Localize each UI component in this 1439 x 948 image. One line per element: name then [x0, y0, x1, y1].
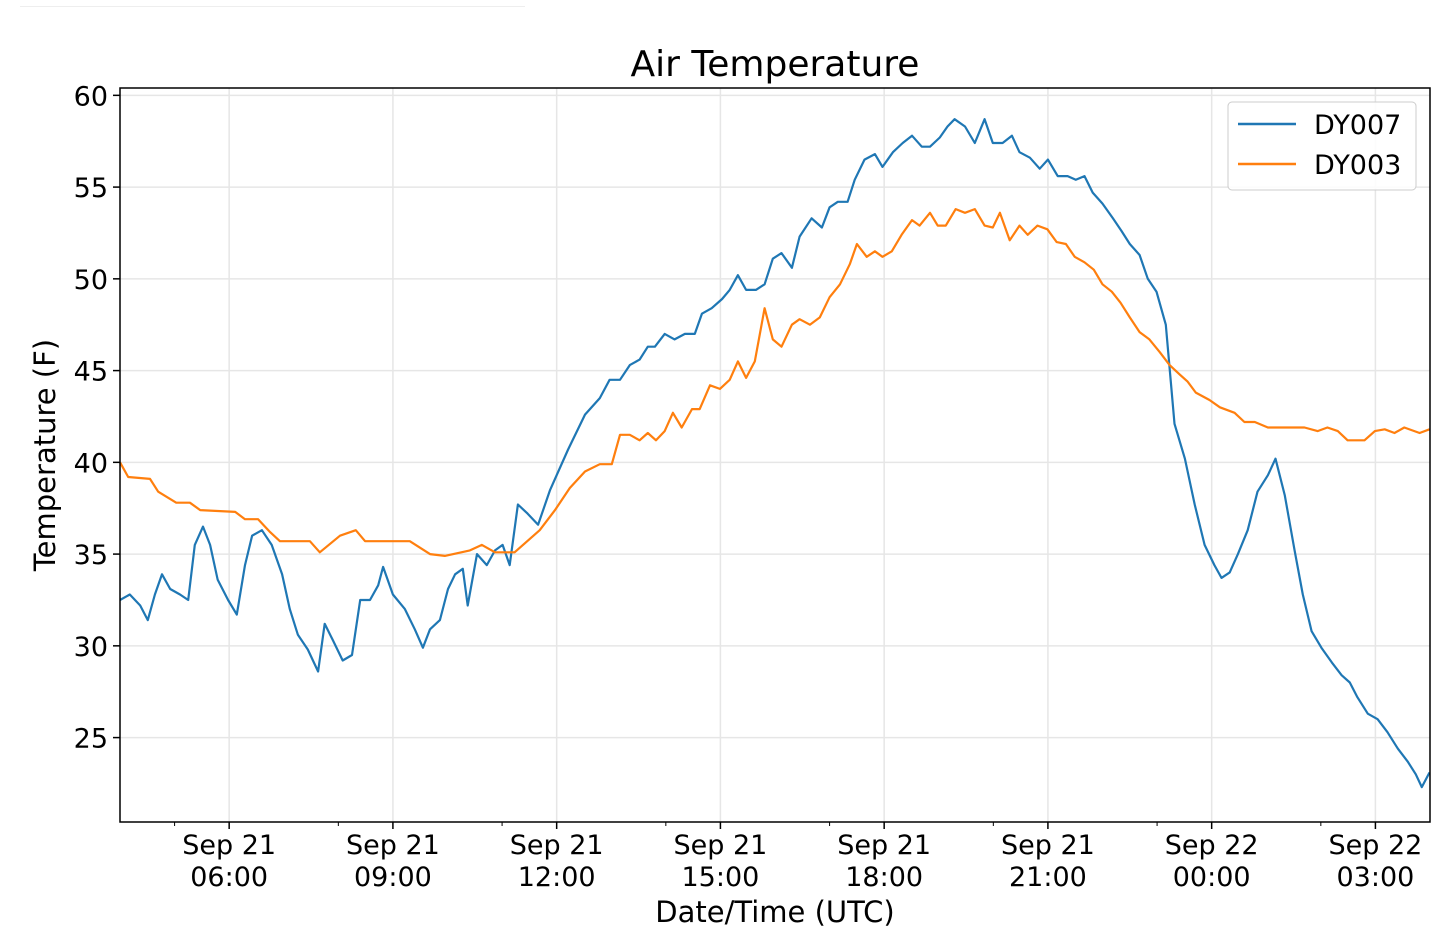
x-tick-label-time: 03:00 [1337, 862, 1415, 893]
x-axis-label: Date/Time (UTC) [655, 895, 894, 929]
x-tick-label-date: Sep 21 [837, 830, 931, 861]
y-tick-label: 55 [74, 173, 108, 204]
x-tick-label-date: Sep 21 [674, 830, 768, 861]
plot-frame [119, 87, 1431, 823]
y-axis: 25 30 35 40 45 50 55 60 [74, 81, 120, 755]
y-tick-label: 30 [74, 632, 108, 663]
x-tick-label-time: 09:00 [354, 862, 432, 893]
y-tick-label: 25 [74, 724, 108, 755]
x-tick-label-time: 00:00 [1173, 862, 1251, 893]
x-tick-label-time: 15:00 [682, 862, 760, 893]
x-tick-label-date: Sep 22 [1165, 830, 1259, 861]
y-tick-label: 45 [74, 357, 108, 388]
series-line-dy007 [119, 118, 1431, 789]
y-tick-label: 40 [74, 448, 108, 479]
x-tick-label-date: Sep 21 [510, 830, 604, 861]
grid-lines [120, 88, 1430, 822]
y-tick-label: 50 [74, 265, 108, 296]
top-divider [20, 6, 525, 7]
x-tick-label-date: Sep 21 [182, 830, 276, 861]
legend: DY007 DY003 [1227, 101, 1417, 191]
y-tick-label: 60 [74, 81, 108, 112]
legend-label-dy003: DY003 [1314, 150, 1401, 181]
chart-title: Air Temperature [631, 44, 920, 85]
series-lines [119, 118, 1431, 789]
x-tick-label-time: 18:00 [845, 862, 923, 893]
x-tick-label-time: 06:00 [190, 862, 268, 893]
y-axis-label: Temperature (F) [28, 339, 62, 572]
x-tick-label-time: 21:00 [1009, 862, 1087, 893]
y-tick-label: 35 [74, 540, 108, 571]
legend-label-dy007: DY007 [1314, 110, 1401, 141]
x-tick-label-time: 12:00 [518, 862, 596, 893]
x-tick-label-date: Sep 21 [346, 830, 440, 861]
x-tick-label-date: Sep 21 [1001, 830, 1095, 861]
series-line-dy003 [119, 208, 1430, 557]
x-tick-label-date: Sep 22 [1329, 830, 1423, 861]
